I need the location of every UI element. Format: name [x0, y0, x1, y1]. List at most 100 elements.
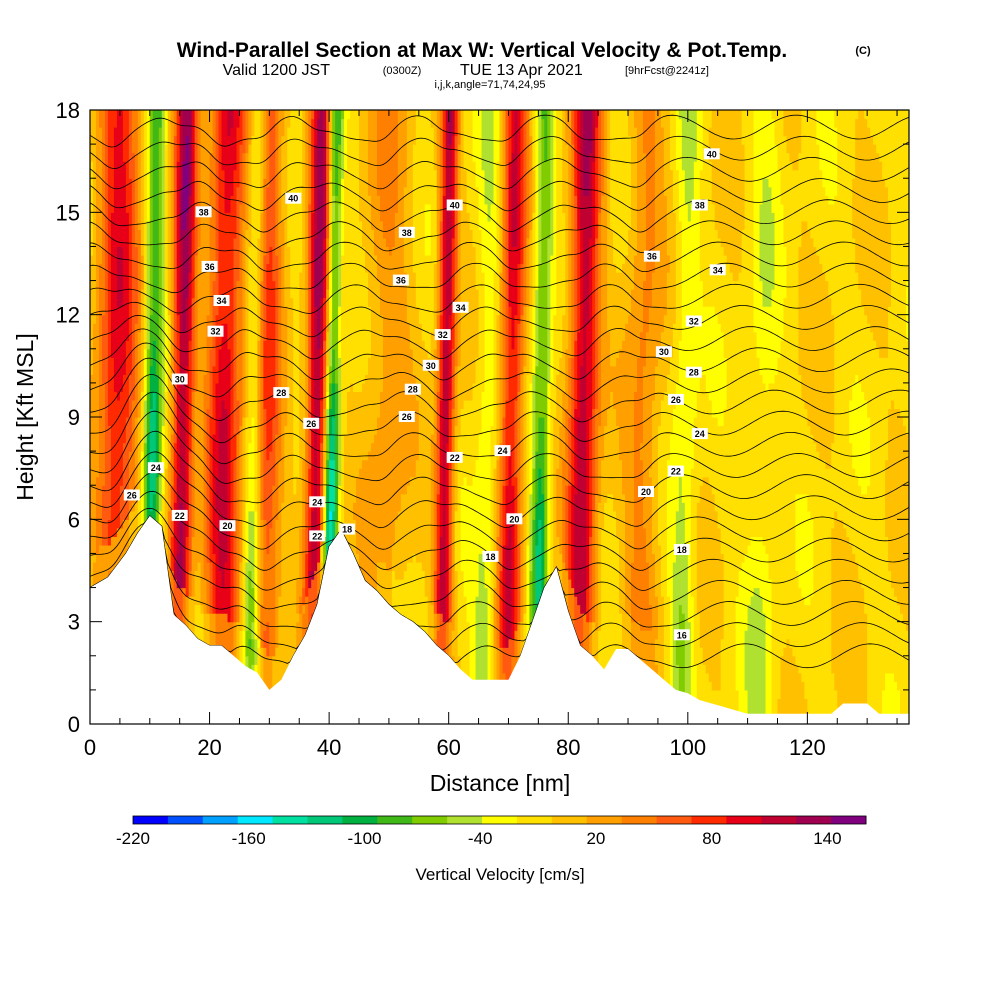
- velocity-cell: [690, 596, 695, 724]
- velocity-cell: [451, 468, 456, 631]
- velocity-cell: [188, 110, 193, 196]
- velocity-cell: [481, 272, 486, 393]
- velocity-cell: [672, 408, 677, 563]
- velocity-cell: [589, 237, 593, 418]
- subtitle-forecast: [9hrFcst@2241z]: [625, 65, 709, 77]
- velocity-cell: [666, 272, 671, 375]
- velocity-cell: [813, 442, 817, 724]
- velocity-cell: [143, 110, 148, 350]
- velocity-cell: [332, 195, 336, 222]
- velocity-cell: [179, 186, 184, 239]
- velocity-cell: [218, 417, 223, 572]
- velocity-cell: [263, 519, 267, 631]
- velocity-cell: [861, 110, 865, 307]
- velocity-cell: [92, 323, 97, 555]
- velocity-cell: [436, 110, 441, 316]
- velocity-cell: [556, 468, 560, 537]
- velocity-cell: [762, 382, 767, 546]
- velocity-cell: [359, 110, 363, 222]
- velocity-cell: [651, 272, 656, 401]
- velocity-cell: [122, 110, 127, 162]
- velocity-cell: [666, 374, 671, 461]
- velocity-cell: [329, 510, 333, 520]
- velocity-cell: [275, 110, 279, 256]
- velocity-cell: [771, 212, 776, 290]
- velocity-cell: [657, 348, 662, 427]
- velocity-cell: [849, 399, 853, 444]
- velocity-cell: [831, 203, 835, 316]
- velocity-cell: [415, 459, 420, 563]
- x-tick-label: 40: [317, 735, 341, 760]
- contour-label-text: 24: [695, 429, 705, 439]
- velocity-cell: [639, 442, 644, 461]
- colorbar-swatch: [377, 816, 413, 824]
- velocity-cell: [167, 459, 172, 512]
- velocity-cell: [188, 340, 193, 452]
- velocity-cell: [475, 186, 480, 290]
- velocity-cell: [720, 425, 725, 555]
- contour-label: 36: [201, 260, 218, 272]
- velocity-cell: [308, 570, 312, 589]
- velocity-cell: [101, 382, 106, 486]
- velocity-cell: [236, 280, 241, 401]
- velocity-cell: [451, 408, 456, 469]
- velocity-cell: [161, 110, 166, 427]
- velocity-cell: [311, 110, 315, 120]
- velocity-cell: [451, 110, 456, 137]
- x-axis: 0 20 40 60 80 100 120: [84, 110, 898, 760]
- velocity-cell: [125, 340, 130, 418]
- velocity-cell: [278, 110, 282, 248]
- velocity-cell: [882, 689, 886, 724]
- velocity-cell: [556, 110, 560, 375]
- velocity-cell: [765, 178, 770, 307]
- velocity-cell: [481, 110, 486, 171]
- velocity-cell: [634, 391, 638, 623]
- colorbar-tick-labels: -220 -160 -100 -40 20 80 140: [116, 829, 842, 848]
- velocity-cell: [272, 280, 276, 418]
- velocity-cell: [571, 110, 575, 145]
- velocity-cell: [681, 110, 686, 171]
- velocity-cell: [804, 110, 808, 222]
- velocity-cell: [269, 451, 273, 529]
- velocity-cell: [816, 144, 820, 256]
- velocity-cell: [726, 110, 731, 265]
- velocity-cell: [577, 417, 581, 606]
- velocity-cell: [251, 510, 255, 589]
- velocity-cell: [625, 323, 629, 614]
- contour-label: 28: [685, 366, 702, 378]
- velocity-cell: [598, 502, 602, 631]
- velocity-cell: [107, 544, 112, 572]
- contour-label-text: 40: [450, 201, 460, 211]
- velocity-cell: [370, 442, 375, 631]
- velocity-cell: [376, 280, 381, 418]
- velocity-cell: [90, 553, 94, 606]
- velocity-cell: [520, 110, 525, 265]
- velocity-cell: [490, 203, 495, 427]
- velocity-cell: [897, 689, 901, 724]
- contour-label: 32: [434, 329, 451, 341]
- velocity-cell: [867, 127, 871, 324]
- velocity-cell: [523, 246, 527, 307]
- velocity-cell: [329, 272, 333, 324]
- velocity-cell: [454, 110, 459, 137]
- velocity-cell: [900, 110, 904, 418]
- velocity-cell: [149, 314, 154, 367]
- velocity-cell: [651, 553, 656, 724]
- velocity-cell: [323, 110, 327, 239]
- velocity-cell: [137, 417, 142, 495]
- velocity-cell: [780, 655, 785, 724]
- velocity-cell: [293, 110, 297, 495]
- velocity-cell: [678, 110, 683, 120]
- velocity-cell: [164, 391, 169, 469]
- velocity-cell: [900, 417, 904, 614]
- y-tick-label: 3: [68, 610, 80, 635]
- contour-label: 22: [667, 465, 684, 477]
- velocity-cell: [589, 152, 593, 239]
- velocity-cell: [320, 399, 324, 444]
- velocity-cell: [299, 527, 303, 597]
- velocity-cell: [568, 417, 572, 486]
- velocity-cell: [708, 399, 713, 486]
- velocity-cell: [807, 510, 811, 606]
- velocity-cell: [451, 348, 456, 410]
